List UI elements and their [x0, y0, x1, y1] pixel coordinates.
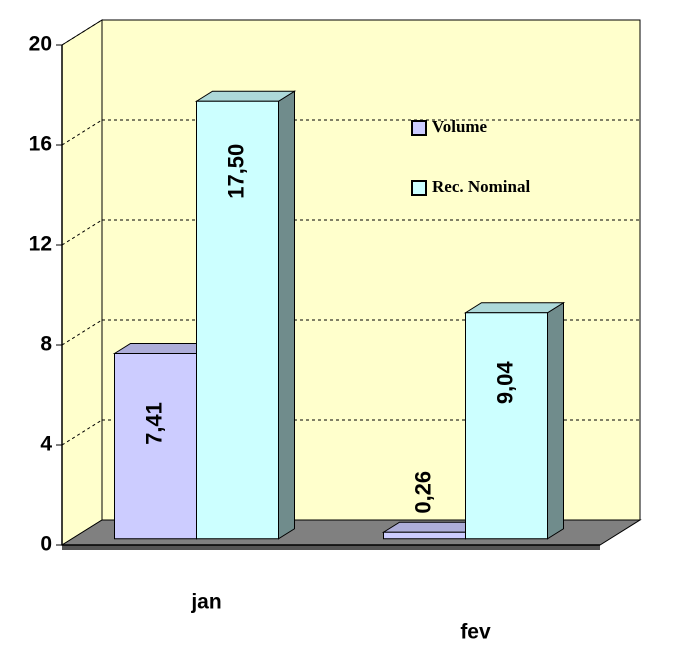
bar — [114, 353, 197, 540]
y-tick-label: 0 — [40, 533, 52, 556]
y-tick-label: 4 — [40, 433, 52, 456]
floor-edge — [62, 545, 600, 550]
legend-swatch — [411, 180, 427, 196]
y-tick-label: 8 — [40, 333, 52, 356]
grid-line — [61, 419, 103, 446]
value-label: 9,04 — [492, 361, 517, 405]
side-wall — [61, 19, 103, 546]
y-tick-label: 16 — [29, 133, 52, 156]
bar-top — [463, 302, 566, 314]
y-tick-label: 12 — [29, 233, 52, 256]
grid-line — [61, 19, 103, 46]
bar-side — [278, 90, 295, 540]
bar-side — [547, 301, 564, 540]
bar — [196, 100, 279, 540]
legend-label: Rec. Nominal — [432, 177, 530, 196]
bar — [383, 531, 466, 540]
grid-line — [61, 219, 103, 246]
grid-line — [61, 319, 103, 346]
value-label: 7,41 — [141, 402, 166, 445]
bar-top — [194, 90, 297, 102]
value-label: 0,26 — [410, 471, 435, 514]
x-tick-label: fev — [460, 621, 491, 644]
grid-line — [61, 119, 103, 146]
y-tick-label: 20 — [29, 33, 52, 56]
legend-swatch — [411, 120, 427, 136]
value-label: 17,50 — [223, 144, 248, 199]
legend-label: Volume — [432, 117, 488, 136]
bar — [465, 312, 548, 540]
x-tick-label: jan — [190, 591, 221, 614]
